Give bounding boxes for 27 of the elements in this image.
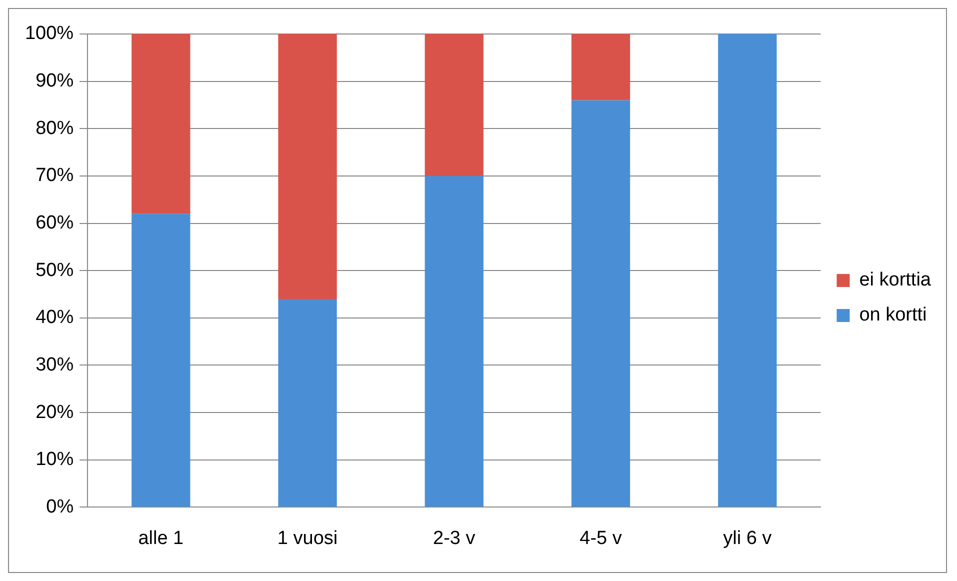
y-tick-label: 100% <box>24 23 74 44</box>
bar <box>424 176 484 507</box>
x-tick-label: 2-3 v <box>433 528 476 549</box>
x-tick-label: 1 vuosi <box>277 528 338 549</box>
y-tick-label: 10% <box>36 449 74 470</box>
y-tick-label: 60% <box>36 212 74 234</box>
y-tick-label: 30% <box>36 354 74 376</box>
y-tick-label: 90% <box>36 70 74 92</box>
bar <box>132 214 190 507</box>
bar <box>278 34 337 299</box>
legend-label: ei korttia <box>859 270 932 291</box>
y-tick-label: 70% <box>36 165 74 186</box>
bar <box>718 34 777 507</box>
bar <box>571 34 630 100</box>
bar <box>278 298 337 507</box>
bar <box>571 100 630 507</box>
x-tick-label: yli 6 v <box>723 528 772 549</box>
bar <box>424 34 484 176</box>
x-tick-label: alle 1 <box>138 528 184 549</box>
y-tick-label: 50% <box>36 260 74 281</box>
x-tick-label: 4-5 v <box>580 528 622 549</box>
y-tick-label: 0% <box>46 496 74 518</box>
bar <box>132 34 190 214</box>
y-tick-label: 40% <box>36 307 74 328</box>
y-tick-label: 20% <box>36 402 74 423</box>
y-tick-label: 80% <box>36 118 74 139</box>
legend-label: on kortti <box>859 304 927 326</box>
